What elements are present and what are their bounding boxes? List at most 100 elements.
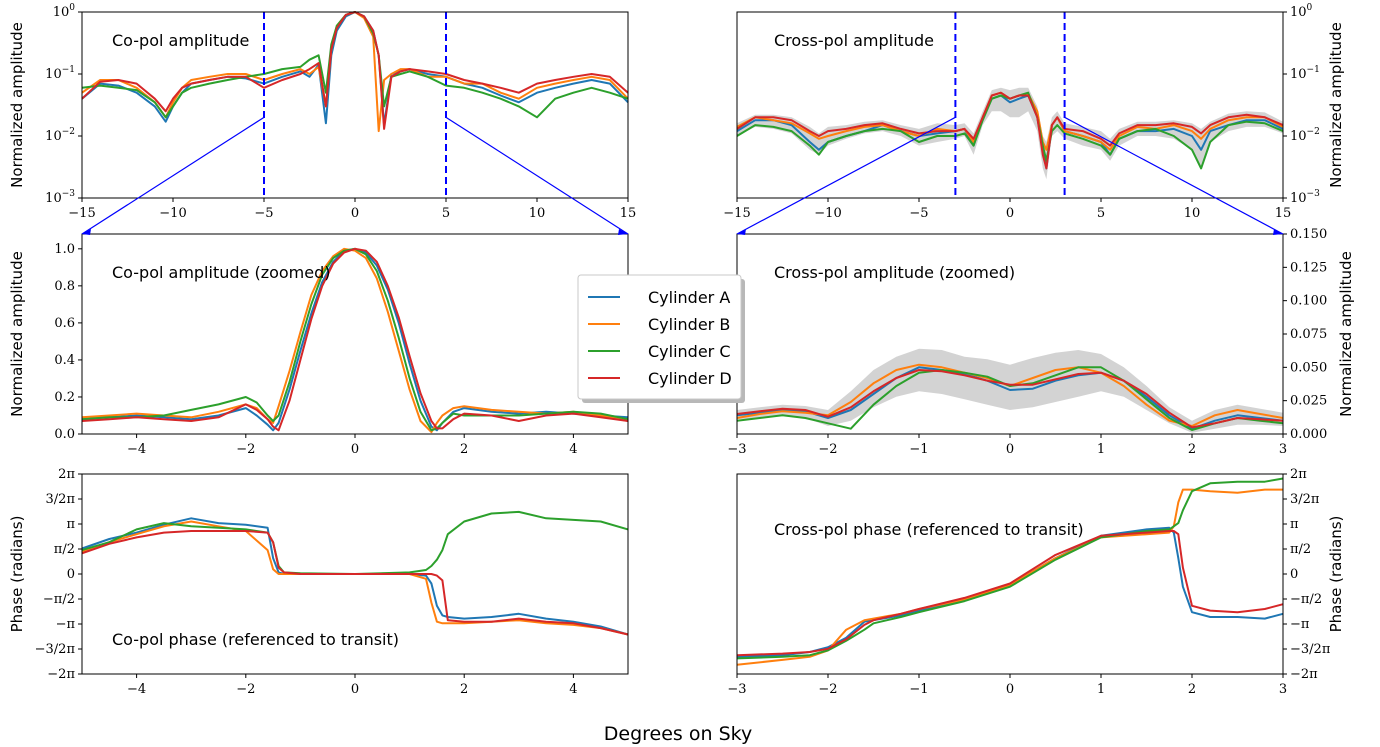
panel-title: Co-pol amplitude (zoomed) [112,263,331,282]
x-tick-label: −3 [727,682,746,697]
x-tick-label: −2 [818,682,837,697]
legend: Cylinder A Cylinder B Cylinder C Cylinde… [577,274,745,403]
y-tick-label: −π [56,617,76,632]
series-line-cylinder-c [736,91,1284,170]
plot-area-xpol_zoom [736,348,1284,433]
y-tick-label: −2π [47,667,75,682]
y-tick-label: 2π [58,467,75,482]
x-tick-label: −15 [68,206,95,221]
x-tick-label: −2 [236,682,255,697]
panel-copol_zoom: −4 −2 0 2 4 0.0 0.2 0.4 0.6 0.8 1.0 Normalized ampl… [8,233,629,457]
plot-area-xpol_phase [736,477,1284,666]
y-tick-label: 3/2π [1290,492,1320,507]
x-tick-label: 10 [529,206,546,221]
legend-box [577,274,742,400]
zoom-connector-line [445,116,629,235]
x-tick-label: 5 [1097,206,1105,221]
plot-area-copol_amp [81,11,629,198]
x-tick-label: 2 [1188,442,1196,457]
y-tick-label: −π [1290,617,1310,632]
y-tick-label: 0.6 [54,316,75,331]
y-tick-label: 0.150 [1290,227,1327,242]
x-tick-label: −3 [727,442,746,457]
y-tick-label: 0.8 [54,279,75,294]
legend-label-a: Cylinder A [648,288,730,307]
y-tick-label: 0.100 [1290,294,1327,309]
y-axis-label: Phase (radians) [1327,516,1345,633]
y-tick-label: π [1290,517,1299,532]
series-line-cylinder-a [81,517,629,636]
y-tick-label: 0.075 [1290,327,1327,342]
x-tick-label: 0 [1006,682,1014,697]
y-tick-label: 3/2π [46,492,76,507]
series-line-cylinder-d [736,91,1284,170]
panel-title: Cross-pol amplitude [774,31,934,50]
y-tick-label: 0.4 [54,353,75,368]
panel-title: Co-pol amplitude [112,31,249,50]
x-tick-label: −10 [814,206,841,221]
y-tick-label: π/2 [54,542,75,557]
y-axis-label: Normalized amplitude [1327,22,1345,188]
panels-layer: −15 −10 −5 0 5 10 1510−310−210−1100Normalized … [8,3,1355,697]
x-tick-label: −2 [818,442,837,457]
zoom-connectors [81,116,1284,235]
zoom-connector-arrow [82,229,91,235]
x-tick-label: 3 [1279,442,1287,457]
x-tick-label: −5 [254,206,273,221]
y-tick-label: 10−3 [45,189,75,206]
series-line-cylinder-d [736,530,1284,657]
panel-xpol_phase: −3 −2 −1 0 1 2 3−2π −3/2π −π −π/2 0 π/2 π 3/2π 2π Phase… [727,467,1345,697]
y-axis-label: Phase (radians) [8,516,26,633]
panel-copol_phase: −4 −2 0 2 4 −2π −3/2π −π −π/2 0 π/2 π 3/2π 2π Phase (r… [8,467,629,697]
y-tick-label: 0.0 [54,427,75,442]
x-tick-label: 15 [1275,206,1292,221]
x-tick-label: −15 [723,206,750,221]
panel-title: Cross-pol amplitude (zoomed) [774,263,1015,282]
zoom-connector-line [1064,116,1284,235]
y-tick-label: −π/2 [1290,592,1322,607]
panel-copol_amp: −15 −10 −5 0 5 10 15 10−3 10−2 10−1 100 Normalized … [8,3,636,221]
series-line-cylinder-c [81,510,629,575]
zoom-connector-line [736,116,956,235]
plot-area-copol_zoom [81,247,629,434]
x-tick-label: 4 [569,442,577,457]
x-tick-label: 15 [620,206,637,221]
series-line-cylinder-a [736,526,1284,658]
legend-label-b: Cylinder B [648,315,730,334]
x-tick-label: −2 [236,442,255,457]
zoom-connector-arrow [1273,229,1283,235]
uncertainty-band [737,87,1283,180]
y-tick-label: 10−1 [45,65,75,82]
series-line-cylinder-c [736,477,1284,660]
x-tick-label: 2 [460,442,468,457]
x-tick-label: 2 [460,682,468,697]
axes-frame [736,473,1284,675]
x-tick-label: −1 [909,682,928,697]
y-tick-label: π [66,517,75,532]
y-axis-label: Normalized amplitude [1337,251,1355,417]
x-tick-label: 0 [351,206,359,221]
x-tick-label: 10 [1184,206,1201,221]
x-tick-label: −1 [909,442,928,457]
y-tick-label: −π/2 [43,592,75,607]
x-tick-label: −4 [127,442,146,457]
plot-area-copol_phase [81,510,629,636]
plot-area-xpol_amp [736,12,1284,198]
series-line-cylinder-d [81,530,629,636]
y-axis-label: Normalized amplitude [8,22,26,188]
x-tick-label: −4 [127,682,146,697]
y-tick-label: 10−2 [45,127,75,144]
x-tick-label: 1 [1097,442,1105,457]
y-tick-label: 0.2 [54,390,75,405]
figure-xlabel: Degrees on Sky [604,723,752,745]
x-tick-label: 4 [569,682,577,697]
y-tick-label: 1.0 [54,242,75,257]
zoom-connector-arrow [737,229,746,235]
y-tick-label: 0.050 [1290,360,1327,375]
legend-label-d: Cylinder D [648,369,732,388]
x-tick-label: 5 [442,206,450,221]
y-tick-label: 10−2 [1290,127,1320,144]
y-tick-label: −2π [1290,667,1318,682]
